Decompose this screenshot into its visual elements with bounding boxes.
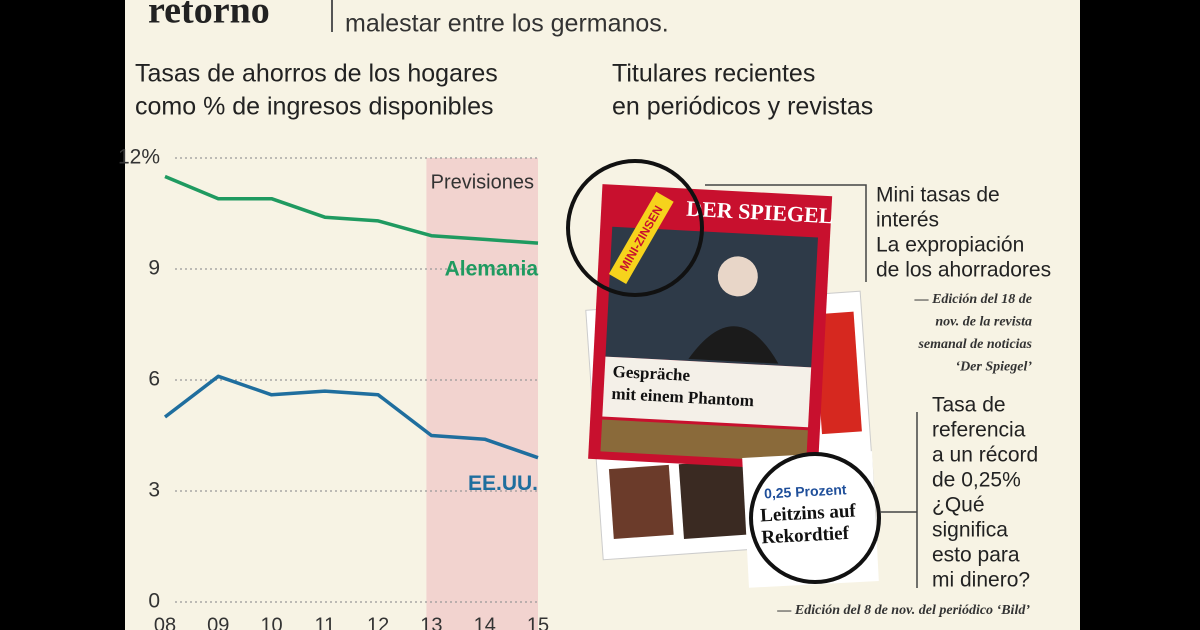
y-tick-label: 3	[148, 479, 160, 502]
callout-headline: interés	[876, 209, 939, 232]
y-tick-label: 12%	[118, 146, 160, 169]
callout-source: nov. de la revista	[935, 315, 1032, 330]
series-label: Alemania	[445, 258, 539, 281]
cover-photo	[605, 226, 818, 368]
x-tick-label: 10	[260, 614, 282, 630]
callout-headline: mi dinero?	[932, 569, 1030, 592]
bild-box	[742, 451, 879, 588]
badge-bg	[608, 191, 674, 284]
header-subtitle: malestar entre los germanos.	[345, 10, 669, 38]
header-title: retorno	[148, 0, 270, 32]
bild-front: 0,25 Prozent Leitzins auf Rekordtief	[742, 451, 879, 588]
x-tick-label: 14	[474, 614, 496, 630]
paper-photo	[678, 459, 754, 540]
highlight-circle	[749, 452, 881, 584]
connector	[705, 184, 867, 282]
forecast-band	[426, 158, 538, 630]
callout-source: ‘Der Spiegel’	[955, 360, 1032, 375]
bild-kicker: 0,25 Prozent	[764, 481, 848, 501]
callout-source: semanal de noticias	[917, 337, 1032, 352]
y-tick-label: 0	[148, 590, 160, 613]
x-tick-label: 12	[367, 614, 389, 630]
series-label: EE.UU.	[468, 472, 538, 495]
line	[163, 374, 539, 460]
callout-headline: Tasa de	[932, 394, 1006, 417]
x-tick-label: 11	[314, 614, 335, 630]
bild-headline: Rekordtief	[761, 523, 850, 549]
x-tick-label: 09	[207, 614, 229, 630]
callout-headline: de los ahorradores	[876, 259, 1051, 282]
paper-photo	[608, 464, 674, 539]
cover-text-box	[602, 356, 812, 428]
callout-headline: ¿Qué	[932, 494, 985, 517]
cover-face	[717, 256, 758, 297]
section-title: Titulares recientes	[612, 60, 815, 88]
callout-headline: esto para	[932, 544, 1020, 567]
x-tick-label: 15	[527, 614, 549, 630]
spiegel-cover: DER SPIEGEL Gespräche mit einem Phantom	[588, 184, 834, 471]
x-tick-label: 08	[154, 614, 176, 630]
chart-title: como % de ingresos disponibles	[135, 93, 494, 121]
y-tick-label: 6	[148, 368, 160, 391]
section-title: en periódicos y revistas	[612, 93, 873, 121]
x-tick-label: 13	[420, 614, 442, 630]
callout-headline: La expropiación	[876, 234, 1024, 257]
y-tick-label: 9	[148, 257, 160, 280]
cover-strip	[600, 419, 808, 463]
bild-headline: Leitzins auf	[760, 500, 857, 526]
callout-headline: significa	[932, 519, 1008, 542]
cover-line: Gespräche	[612, 362, 691, 385]
callout-headline: Mini tasas de	[876, 184, 1000, 207]
callout-headline: referencia	[932, 419, 1026, 442]
callout-headline: a un récord	[932, 444, 1038, 467]
highlight-circle	[566, 159, 704, 297]
callout-headline: de 0,25%	[932, 469, 1021, 492]
cover-body	[688, 326, 779, 364]
paper-red	[813, 311, 862, 435]
callout-source: — Edición del 18 de	[914, 292, 1032, 307]
callout-source: — Edición del 8 de nov. del periódico ‘B…	[776, 603, 1030, 618]
line	[164, 174, 539, 245]
chart: Previsiones 0 3 6 9 12% 08 09 10 11 12 13 14 15 Aleman…	[118, 146, 549, 630]
chart-title: Tasas de ahorros de los hogares	[135, 60, 498, 88]
forecast-label: Previsiones	[431, 171, 534, 193]
